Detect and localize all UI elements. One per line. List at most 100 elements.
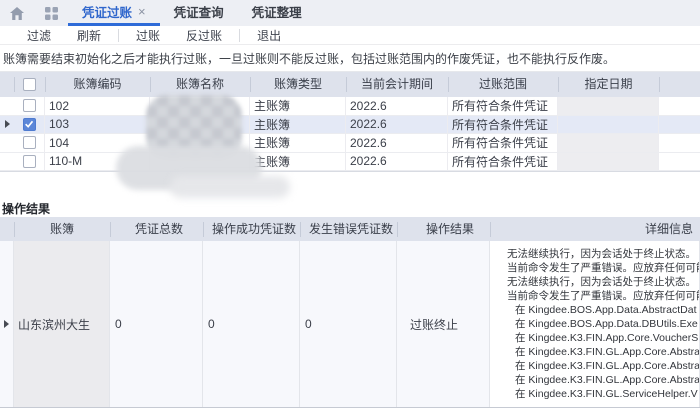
date-cell xyxy=(558,134,659,152)
result-detail-cell: 无法继续执行，因为会话处于终止状态。 当前命令发生了严重错误。应放弃任何可能 无… xyxy=(490,241,700,407)
tab-bar: 凭证过账 × 凭证查询 凭证整理 xyxy=(0,0,700,26)
detail-stack-line: 在 Kingdee.BOS.App.Data.DBUtils.Exe xyxy=(515,318,698,330)
scope-cell: 所有符合条件凭证 xyxy=(448,134,558,152)
book-code-cell: 104 xyxy=(45,134,150,152)
select-all-checkbox[interactable] xyxy=(23,78,36,91)
indicator-column-header xyxy=(0,72,14,97)
book-type-cell: 主账簿 xyxy=(250,152,346,170)
col-header-book: 账簿 xyxy=(14,217,110,242)
book-name-cell xyxy=(150,152,250,170)
date-cell xyxy=(558,97,659,115)
row-indicator-icon xyxy=(4,120,10,129)
scope-cell: 所有符合条件凭证 xyxy=(448,115,558,133)
date-cell xyxy=(558,152,659,170)
row-checkbox[interactable] xyxy=(22,99,36,113)
filler-cell xyxy=(659,153,700,171)
book-code-cell: 110-M xyxy=(45,152,150,170)
period-cell: 2022.6 xyxy=(346,152,448,170)
table-row[interactable]: 103 主账簿 2022.6 所有符合条件凭证 xyxy=(0,115,700,134)
row-indicator-cell xyxy=(0,134,14,152)
period-cell: 2022.6 xyxy=(346,115,448,133)
result-total-cell: 0 xyxy=(110,241,203,407)
exit-button[interactable]: 退出 xyxy=(257,28,282,43)
detail-stack-line: 在 Kingdee.BOS.App.Data.AbstractDat xyxy=(515,304,697,316)
period-cell: 2022.6 xyxy=(346,134,448,152)
filler-cell xyxy=(659,134,700,152)
toolbar-divider xyxy=(239,28,241,42)
unpost-button[interactable]: 反过账 xyxy=(186,28,223,43)
redaction-blur xyxy=(170,176,290,198)
indicator-column-header xyxy=(0,217,14,242)
result-error-cell: 0 xyxy=(300,241,397,407)
col-header-current-period: 当前会计期间 xyxy=(346,72,448,97)
col-header-operation-result: 操作结果 xyxy=(397,217,490,242)
detail-line: 无法继续执行，因为会话处于终止状态。 xyxy=(507,248,696,260)
filter-button[interactable]: 过滤 xyxy=(27,28,52,43)
book-name-cell xyxy=(150,97,250,115)
checkbox-cell xyxy=(14,152,45,170)
table-row[interactable]: 102 主账簿 2022.6 所有符合条件凭证 xyxy=(0,97,700,116)
select-all-header xyxy=(14,72,45,97)
book-type-cell: 主账簿 xyxy=(250,97,346,115)
book-name-cell xyxy=(150,115,250,133)
row-indicator-icon xyxy=(4,320,9,328)
close-icon[interactable]: × xyxy=(138,4,146,19)
filler-column-header xyxy=(659,72,700,97)
posting-notice-text: 账簿需要结束初始化之后才能执行过账，一旦过账则不能反过账，包括过账范围内的作废凭… xyxy=(0,45,700,72)
col-header-voucher-total: 凭证总数 xyxy=(110,217,203,242)
col-header-posting-scope: 过账范围 xyxy=(448,72,558,97)
toolbar-divider xyxy=(118,28,120,42)
table-row[interactable]: 104 主账簿 2022.6 所有符合条件凭证 xyxy=(0,134,700,153)
book-type-cell: 主账簿 xyxy=(250,115,346,133)
detail-stack-line: 在 Kingdee.K3.FIN.GL.ServiceHelper.V xyxy=(515,388,698,400)
scope-cell: 所有符合条件凭证 xyxy=(448,152,558,170)
period-cell: 2022.6 xyxy=(346,97,448,115)
row-checkbox[interactable] xyxy=(22,136,36,150)
detail-stack-line: 在 Kingdee.K3.FIN.GL.App.Core.Abstra xyxy=(515,374,700,386)
detail-stack-line: 在 Kingdee.K3.FIN.App.Core.VoucherS xyxy=(515,332,699,344)
checkbox-cell xyxy=(14,97,45,115)
result-status-cell: 过账终止 xyxy=(397,241,490,407)
refresh-button[interactable]: 刷新 xyxy=(77,28,102,43)
detail-line: 当前命令发生了严重错误。应放弃任何可能 xyxy=(507,262,700,274)
book-code-cell: 103 xyxy=(45,115,150,133)
apps-grid-icon[interactable] xyxy=(34,0,68,26)
col-header-book-code: 账簿编码 xyxy=(45,72,150,97)
result-table-header: 账簿 凭证总数 操作成功凭证数 发生错误凭证数 操作结果 详细信息 xyxy=(0,217,700,241)
tab-voucher-query[interactable]: 凭证查询 xyxy=(160,0,238,26)
detail-line: 无法继续执行，因为会话处于终止状态。 xyxy=(507,276,696,288)
books-table-header: 账簿编码 账簿名称 账簿类型 当前会计期间 过账范围 指定日期 xyxy=(0,72,700,97)
filler-cell xyxy=(659,116,700,134)
post-button[interactable]: 过账 xyxy=(136,28,161,43)
row-indicator-cell xyxy=(0,241,14,407)
col-header-detail-info: 详细信息 xyxy=(490,217,700,242)
home-icon[interactable] xyxy=(0,0,34,26)
tab-voucher-arrange[interactable]: 凭证整理 xyxy=(238,0,316,26)
result-table: 账簿 凭证总数 操作成功凭证数 发生错误凭证数 操作结果 详细信息 山东滨州大生… xyxy=(0,217,700,408)
book-code-cell: 102 xyxy=(45,97,150,115)
row-checkbox[interactable] xyxy=(22,154,36,168)
row-checkbox[interactable] xyxy=(22,117,36,131)
result-row[interactable]: 山东滨州大生 0 0 0 过账终止 无法继续执行，因为会话处于终止状态。 当前命… xyxy=(0,241,700,407)
book-name-cell xyxy=(150,134,250,152)
col-header-book-type: 账簿类型 xyxy=(250,72,346,97)
date-cell xyxy=(558,115,659,133)
tab-label: 凭证整理 xyxy=(251,6,302,20)
tab-voucher-posting[interactable]: 凭证过账 × xyxy=(68,0,160,26)
tab-label: 凭证查询 xyxy=(173,6,224,20)
scope-cell: 所有符合条件凭证 xyxy=(448,97,558,115)
checkbox-cell xyxy=(14,115,45,133)
detail-stack-line: 在 Kingdee.K3.FIN.GL.App.Core.Abstra xyxy=(515,360,700,372)
result-success-cell: 0 xyxy=(203,241,300,407)
result-book-cell: 山东滨州大生 xyxy=(14,241,110,407)
detail-line: 当前命令发生了严重错误。应放弃任何可能 xyxy=(507,290,700,302)
col-header-specified-date: 指定日期 xyxy=(558,72,659,97)
row-indicator-cell xyxy=(0,153,14,171)
detail-stack-line: 在 Kingdee.K3.FIN.GL.App.Core.Abstra xyxy=(515,346,700,358)
col-header-error-count: 发生错误凭证数 xyxy=(300,217,397,242)
table-row[interactable]: 110-M 主账簿 2022.6 所有符合条件凭证 xyxy=(0,152,700,171)
book-type-cell: 主账簿 xyxy=(250,134,346,152)
tab-label: 凭证过账 xyxy=(82,6,133,20)
col-header-success-count: 操作成功凭证数 xyxy=(203,217,300,242)
